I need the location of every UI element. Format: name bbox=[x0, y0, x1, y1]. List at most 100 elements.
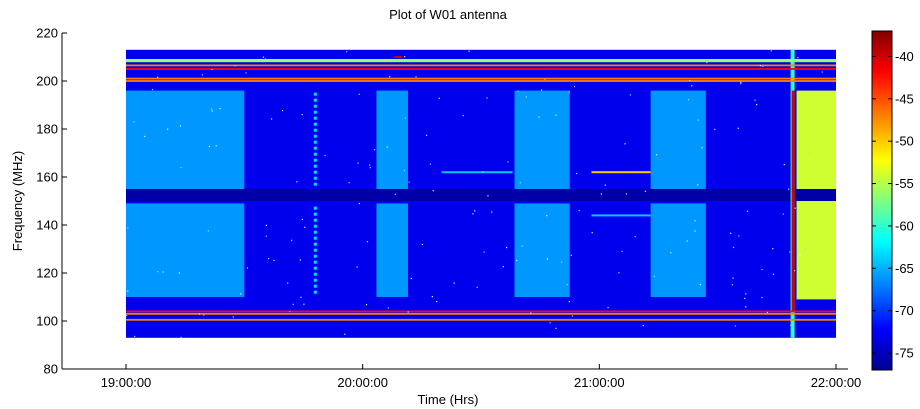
dotted-column-dot bbox=[313, 236, 317, 240]
x-axis-label: Time (Hrs) bbox=[418, 392, 479, 407]
dotted-column-dot bbox=[313, 254, 317, 258]
noise-speck bbox=[732, 246, 735, 249]
noise-speck bbox=[358, 202, 361, 205]
x-tick-label: 21:00:00 bbox=[574, 375, 625, 390]
noise-speck bbox=[516, 259, 518, 262]
noise-speck bbox=[566, 283, 568, 286]
noise-speck bbox=[687, 99, 690, 101]
noise-speck bbox=[270, 118, 273, 120]
noise-speck bbox=[732, 277, 734, 279]
noise-speck bbox=[706, 62, 708, 64]
x-tick-label: 22:00:00 bbox=[811, 375, 862, 390]
noise-speck bbox=[621, 250, 623, 253]
noise-speck bbox=[436, 300, 438, 303]
dotted-column-dot bbox=[313, 152, 317, 156]
noise-speck bbox=[483, 251, 485, 253]
noise-speck bbox=[486, 97, 488, 99]
noise-speck bbox=[799, 254, 801, 256]
noise-speck bbox=[487, 195, 489, 197]
noise-speck bbox=[731, 284, 734, 286]
noise-speck bbox=[348, 182, 350, 184]
noise-speck bbox=[618, 272, 620, 274]
noise-speck bbox=[573, 85, 576, 88]
burst-column-core bbox=[791, 90, 795, 312]
noise-speck bbox=[740, 83, 742, 85]
noise-speck bbox=[453, 282, 455, 284]
noise-speck bbox=[157, 271, 159, 273]
strong-line bbox=[126, 68, 836, 70]
noise-speck bbox=[167, 128, 169, 130]
dotted-column-dot bbox=[313, 248, 317, 252]
dotted-column-dot bbox=[313, 128, 317, 132]
noise-speck bbox=[517, 90, 519, 92]
noise-speck bbox=[127, 227, 129, 229]
noise-speck bbox=[157, 76, 159, 78]
noise-speck bbox=[438, 97, 440, 99]
noise-speck bbox=[591, 232, 593, 234]
noise-speck bbox=[546, 214, 548, 217]
noise-speck bbox=[656, 154, 658, 156]
noise-speck bbox=[541, 89, 543, 91]
noise-speck bbox=[366, 241, 369, 243]
noise-speck bbox=[299, 259, 301, 261]
x-tick-label: 19:00:00 bbox=[101, 375, 152, 390]
noise-speck bbox=[301, 218, 303, 221]
dotted-column-dot bbox=[313, 284, 317, 288]
noise-speck bbox=[790, 324, 792, 326]
noise-speck bbox=[701, 147, 703, 149]
y-tick-label: 200 bbox=[36, 74, 58, 89]
noise-speck bbox=[180, 166, 182, 169]
guard-band bbox=[126, 189, 836, 201]
noise-speck bbox=[788, 188, 790, 190]
strong-line bbox=[126, 64, 836, 67]
noise-speck bbox=[697, 184, 699, 186]
noise-speck bbox=[207, 230, 209, 232]
noise-speck bbox=[303, 303, 305, 305]
noise-speck bbox=[178, 272, 180, 274]
noise-speck bbox=[215, 145, 217, 147]
noise-speck bbox=[699, 283, 702, 286]
narrow-line bbox=[441, 171, 513, 174]
colorbar-tick-label: -65 bbox=[895, 261, 914, 276]
noise-speck bbox=[754, 99, 756, 101]
noise-speck bbox=[521, 245, 523, 247]
noise-speck bbox=[245, 72, 247, 74]
colorbar-gradient bbox=[871, 30, 893, 371]
axes: 19:00:00 20:00:00 21:00:00 22:00:00 80 100 120… bbox=[36, 26, 861, 391]
noise-speck bbox=[507, 161, 509, 163]
noise-speck bbox=[694, 230, 696, 232]
noise-speck bbox=[555, 327, 557, 329]
narrow-line bbox=[591, 214, 651, 217]
noise-speck bbox=[265, 235, 267, 237]
noise-speck bbox=[525, 96, 527, 98]
y-axis-label: Frequency (MHz) bbox=[10, 151, 25, 251]
noise-speck bbox=[211, 108, 213, 110]
noise-speck bbox=[794, 270, 796, 272]
noise-speck bbox=[761, 296, 763, 299]
noise-speck bbox=[301, 114, 303, 116]
noise-speck bbox=[208, 145, 211, 148]
colorbar-tick-label: -60 bbox=[895, 218, 914, 233]
noise-speck bbox=[292, 303, 294, 306]
noise-speck bbox=[730, 232, 732, 234]
dotted-column-dot bbox=[313, 260, 317, 264]
noise-speck bbox=[821, 71, 823, 73]
noise-speck bbox=[373, 149, 376, 151]
noise-speck bbox=[761, 269, 763, 271]
noise-speck bbox=[772, 248, 774, 250]
noise-speck bbox=[476, 286, 478, 289]
noise-speck bbox=[740, 81, 742, 83]
noise-speck bbox=[289, 310, 291, 313]
dotted-column-dot bbox=[313, 218, 317, 222]
dotted-column-dot bbox=[313, 146, 317, 150]
noise-speck bbox=[415, 76, 417, 78]
bright-block bbox=[376, 90, 409, 189]
noise-speck bbox=[211, 110, 213, 112]
dotted-column-dot bbox=[313, 98, 317, 102]
noise-speck bbox=[240, 293, 242, 295]
noise-speck bbox=[625, 193, 628, 195]
noise-speck bbox=[324, 154, 326, 156]
noise-speck bbox=[772, 273, 775, 275]
noise-speck bbox=[691, 85, 693, 87]
colorbar-tick-label: -70 bbox=[895, 303, 914, 318]
